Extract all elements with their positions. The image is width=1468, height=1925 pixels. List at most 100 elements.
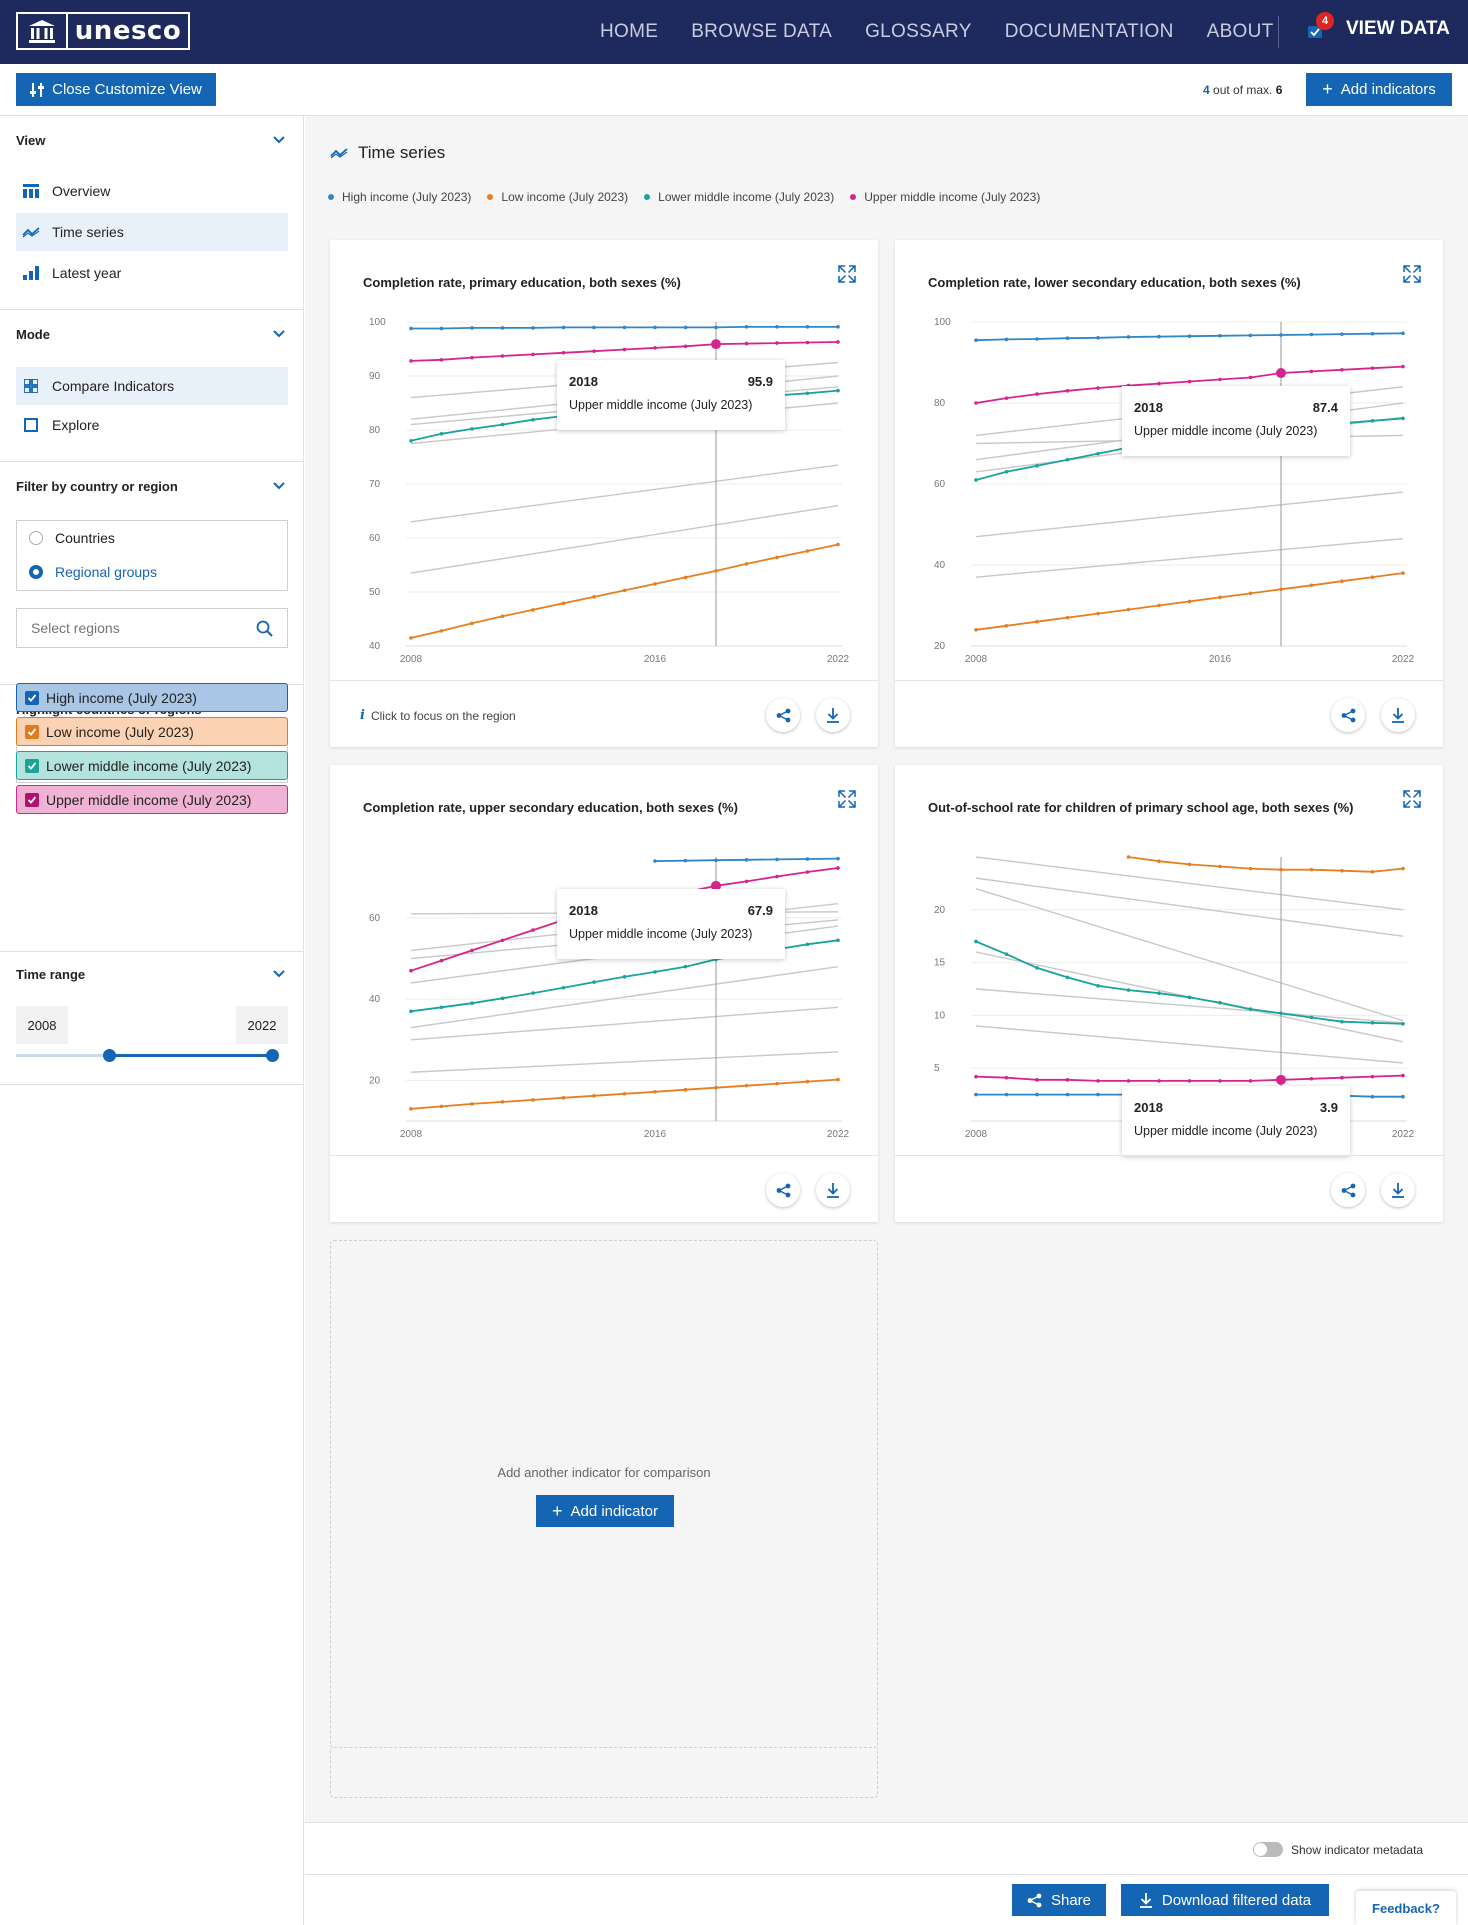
expand-icon[interactable] — [1403, 265, 1421, 283]
chevron-down-icon[interactable] — [272, 967, 286, 981]
data-point[interactable] — [1309, 1076, 1314, 1081]
data-point[interactable] — [470, 948, 474, 953]
chart-download-button[interactable] — [1381, 1173, 1415, 1207]
data-point[interactable] — [1126, 988, 1131, 992]
data-point[interactable] — [836, 542, 840, 547]
view-time-series[interactable]: Time series — [16, 213, 288, 251]
data-point[interactable] — [1340, 868, 1344, 873]
data-point[interactable] — [1096, 386, 1100, 390]
chart-share-button[interactable] — [1331, 698, 1365, 732]
data-point[interactable] — [744, 562, 749, 566]
range-end-year[interactable]: 2022 — [236, 1006, 288, 1044]
data-point[interactable] — [1065, 975, 1070, 980]
data-point[interactable] — [592, 349, 596, 353]
data-point[interactable] — [714, 858, 718, 863]
data-point[interactable] — [744, 341, 749, 346]
data-point[interactable] — [1096, 611, 1100, 616]
data-point[interactable] — [1035, 337, 1039, 341]
data-point[interactable] — [1157, 334, 1161, 339]
chevron-down-icon[interactable] — [272, 133, 286, 147]
legend-item[interactable]: Low income (July 2023) — [487, 190, 628, 204]
data-point[interactable] — [470, 427, 474, 431]
radio-regional-groups[interactable]: Regional groups — [29, 564, 157, 580]
download-filtered-button[interactable]: Download filtered data — [1121, 1884, 1329, 1916]
data-point[interactable] — [470, 326, 474, 330]
data-point[interactable] — [974, 1074, 978, 1079]
data-point[interactable] — [836, 1077, 840, 1082]
data-point[interactable] — [1370, 366, 1375, 370]
data-point[interactable] — [775, 555, 779, 560]
data-point[interactable] — [744, 858, 749, 862]
data-point[interactable] — [439, 326, 444, 331]
add-indicators-button[interactable]: + Add indicators — [1306, 73, 1452, 106]
data-point[interactable] — [592, 980, 596, 984]
data-point[interactable] — [1309, 1015, 1314, 1020]
chevron-down-icon[interactable] — [272, 479, 286, 493]
data-point[interactable] — [1401, 331, 1405, 336]
data-point[interactable] — [622, 325, 627, 330]
data-point[interactable] — [531, 352, 535, 357]
expand-icon[interactable] — [1403, 790, 1421, 808]
data-point[interactable] — [805, 391, 810, 396]
data-point[interactable] — [500, 354, 505, 358]
data-point[interactable] — [974, 939, 978, 944]
data-point[interactable] — [836, 325, 840, 329]
data-point[interactable] — [1065, 457, 1070, 462]
series-line[interactable] — [975, 940, 1404, 1025]
data-point[interactable] — [1035, 619, 1039, 624]
data-point[interactable] — [836, 938, 840, 943]
data-point[interactable] — [1309, 369, 1314, 374]
legend-item[interactable]: High income (July 2023) — [328, 190, 471, 204]
range-slider-end-handle[interactable] — [266, 1049, 279, 1062]
add-indicator-button[interactable]: + Add indicator — [536, 1495, 674, 1527]
data-point[interactable] — [744, 879, 749, 884]
hovered-point[interactable] — [1276, 368, 1286, 379]
data-point[interactable] — [1004, 470, 1009, 474]
data-point[interactable] — [439, 1005, 444, 1010]
chart-card[interactable]: Completion rate, lower secondary educati… — [895, 240, 1443, 747]
expand-icon[interactable] — [838, 265, 856, 283]
data-point[interactable] — [653, 1089, 657, 1094]
data-point[interactable] — [714, 569, 718, 573]
chart-share-button[interactable] — [1331, 1173, 1365, 1207]
data-point[interactable] — [1401, 866, 1405, 871]
series-line[interactable] — [1128, 856, 1404, 873]
data-point[interactable] — [653, 582, 657, 586]
data-point[interactable] — [1279, 1011, 1283, 1016]
highlight-chip[interactable]: High income (July 2023) — [16, 683, 288, 712]
chart-download-button[interactable] — [1381, 698, 1415, 732]
data-point[interactable] — [683, 858, 688, 863]
mode-compare-indicators[interactable]: Compare Indicators — [16, 367, 288, 405]
data-point[interactable] — [1218, 864, 1222, 869]
data-point[interactable] — [836, 856, 840, 861]
data-point[interactable] — [1370, 869, 1375, 874]
data-point[interactable] — [1126, 607, 1131, 612]
view-latest-year[interactable]: Latest year — [16, 254, 288, 292]
data-point[interactable] — [622, 588, 627, 593]
data-point[interactable] — [409, 1009, 413, 1014]
data-point[interactable] — [1340, 1075, 1344, 1080]
line-chart[interactable]: 5101520200820162022 — [895, 825, 1443, 1155]
data-point[interactable] — [775, 857, 779, 862]
data-point[interactable] — [1401, 571, 1405, 575]
checkbox-checked-icon[interactable] — [25, 690, 39, 705]
data-point[interactable] — [836, 388, 840, 393]
feedback-button[interactable]: Feedback? — [1356, 1891, 1456, 1925]
data-point[interactable] — [1157, 991, 1161, 996]
data-point[interactable] — [653, 859, 657, 863]
data-point[interactable] — [592, 325, 596, 330]
data-point[interactable] — [1309, 332, 1314, 337]
data-point[interactable] — [1035, 1092, 1039, 1097]
data-point[interactable] — [775, 874, 779, 879]
data-point[interactable] — [1187, 334, 1192, 338]
data-point[interactable] — [653, 970, 657, 974]
data-point[interactable] — [653, 325, 657, 330]
data-point[interactable] — [1035, 392, 1039, 396]
radio-countries[interactable]: Countries — [29, 530, 115, 546]
chart-share-button[interactable] — [766, 1173, 800, 1207]
data-point[interactable] — [805, 1079, 810, 1084]
unesco-logo[interactable]: unesco — [16, 12, 190, 50]
data-point[interactable] — [531, 1098, 535, 1102]
data-point[interactable] — [1370, 1094, 1375, 1099]
data-point[interactable] — [409, 1107, 413, 1111]
